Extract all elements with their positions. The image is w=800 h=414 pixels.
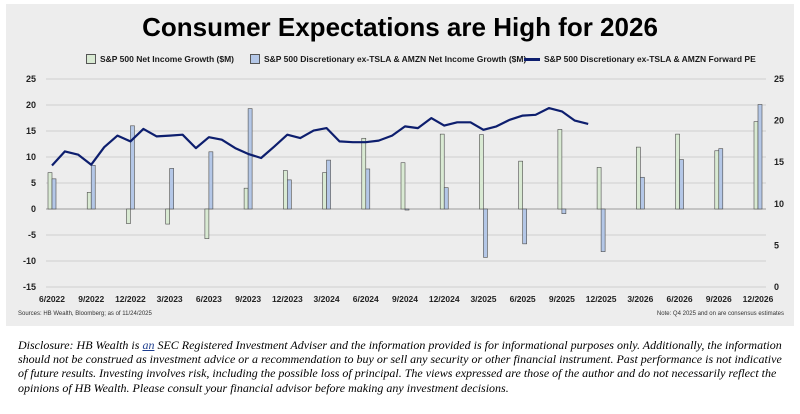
right-axis-tick: 0: [774, 282, 779, 292]
bar-sp500-net-income: [322, 172, 327, 210]
bar-discretionary-net-income: [130, 125, 135, 210]
x-axis-tick: 9/2024: [392, 294, 418, 304]
x-axis-tick: 3/2025: [470, 294, 496, 304]
disclosure-part2: SEC Registered Investment Adviser and th…: [18, 338, 782, 395]
left-axis-tick: 0: [31, 204, 36, 214]
left-axis-tick: 25: [26, 74, 36, 84]
bar-sp500-net-income: [400, 162, 406, 210]
bar-discretionary-net-income: [365, 168, 371, 210]
bar-discretionary-net-income: [404, 208, 410, 211]
x-axis-tick: 12/2024: [429, 294, 460, 304]
disclosure-part1: Disclosure: HB Wealth is: [18, 338, 143, 352]
bar-sp500-net-income: [243, 187, 249, 210]
legend-label: S&P 500 Net Income Growth ($M): [100, 54, 234, 64]
bar-discretionary-net-income: [90, 165, 96, 210]
legend-item-discretionary-net-income: S&P 500 Discretionary ex-TSLA & AMZN Net…: [250, 54, 526, 64]
legend-label: S&P 500 Discretionary ex-TSLA & AMZN For…: [544, 54, 756, 64]
estimate-note: Note: Q4 2025 and on are consensus estim…: [656, 311, 784, 317]
x-axis-tick: 6/2023: [196, 294, 222, 304]
bar-discretionary-net-income: [561, 208, 567, 214]
chart-panel: Consumer Expectations are High for 2026 …: [6, 4, 794, 326]
bar-sp500-net-income: [479, 134, 484, 210]
bar-discretionary-net-income: [679, 159, 684, 210]
bar-discretionary-net-income: [287, 179, 292, 210]
bar-discretionary-net-income: [169, 168, 174, 210]
bar-sp500-net-income: [753, 121, 759, 210]
chart-title: Consumer Expectations are High for 2026: [142, 12, 658, 42]
x-axis-tick: 6/2025: [510, 294, 536, 304]
x-axis-tick: 6/2022: [39, 294, 65, 304]
right-axis-tick: 20: [774, 116, 784, 126]
bar-discretionary-net-income: [600, 208, 606, 252]
x-axis-tick: 3/2026: [627, 294, 653, 304]
bar-sp500-net-income: [165, 208, 170, 225]
x-axis-tick: 9/2026: [706, 294, 732, 304]
legend-swatch-green: [86, 54, 96, 64]
legend-label: S&P 500 Discretionary ex-TSLA & AMZN Net…: [264, 54, 527, 64]
legend-swatch-line: [524, 57, 540, 61]
bar-discretionary-net-income: [483, 208, 488, 258]
bar-discretionary-net-income: [208, 151, 214, 210]
legend-swatch-blue: [250, 54, 260, 64]
bar-discretionary-net-income: [326, 159, 331, 210]
bar-sp500-net-income: [283, 170, 288, 210]
chart-legend: S&P 500 Net Income Growth ($M) S&P 500 D…: [6, 54, 794, 68]
bar-discretionary-net-income: [718, 148, 724, 210]
bar-sp500-net-income: [675, 133, 680, 210]
disclosure-an: an: [142, 338, 155, 352]
bar-sp500-net-income: [204, 208, 210, 239]
bar-discretionary-net-income: [522, 208, 527, 245]
left-axis-tick: 15: [26, 126, 36, 136]
x-axis-tick: 9/2022: [78, 294, 104, 304]
x-axis-tick: 12/2025: [586, 294, 617, 304]
x-axis-tick: 9/2023: [235, 294, 261, 304]
x-axis-tick: 12/2023: [272, 294, 303, 304]
x-axis-tick: 6/2026: [667, 294, 693, 304]
bar-discretionary-net-income: [247, 108, 253, 210]
source-note: Sources: HB Wealth, Bloomberg; as of 11/…: [18, 311, 152, 317]
right-axis-tick: 25: [774, 74, 784, 84]
bar-sp500-net-income: [47, 172, 53, 210]
right-axis-tick: 5: [774, 240, 779, 250]
bar-sp500-net-income: [518, 160, 523, 210]
x-axis-tick: 3/2023: [157, 294, 183, 304]
line-forward-pe: [51, 106, 589, 167]
right-axis-tick: 10: [774, 199, 784, 209]
disclosure-text: Disclosure: HB Wealth is an SEC Register…: [18, 338, 788, 395]
legend-item-sp500-net-income: S&P 500 Net Income Growth ($M): [86, 54, 234, 64]
bar-discretionary-net-income: [757, 104, 763, 210]
chart-plot: 25 20 15 10 5 0 -5 -10 -15 25 20 15 10 5 0 6/2022 9/2022…: [23, 74, 784, 304]
left-axis-tick: -10: [23, 256, 36, 266]
x-axis-tick: 12/2022: [115, 294, 146, 304]
bar-sp500-net-income: [439, 133, 445, 210]
left-axis-tick: -15: [23, 282, 36, 292]
x-axis-tick: 12/2026: [743, 294, 774, 304]
bar-discretionary-net-income: [51, 178, 57, 210]
x-axis-tick: 6/2024: [353, 294, 379, 304]
bar-sp500-net-income: [126, 208, 131, 224]
right-axis-tick: 15: [774, 157, 784, 167]
x-axis-tick: 9/2025: [549, 294, 575, 304]
x-axis-tick: 3/2024: [314, 294, 340, 304]
bar-sp500-net-income: [636, 146, 641, 210]
bar-discretionary-net-income: [443, 187, 449, 210]
legend-item-forward-pe: S&P 500 Discretionary ex-TSLA & AMZN For…: [524, 54, 756, 64]
bar-sp500-net-income: [86, 192, 92, 210]
bar-discretionary-net-income: [640, 176, 645, 210]
bar-sp500-net-income: [557, 129, 563, 210]
left-axis-tick: 5: [31, 178, 36, 188]
bar-sp500-net-income: [714, 150, 720, 210]
bar-sp500-net-income: [361, 137, 367, 210]
left-axis-tick: 20: [26, 100, 36, 110]
bar-sp500-net-income: [596, 167, 602, 210]
left-axis-tick: -5: [28, 230, 36, 240]
left-axis-tick: 10: [26, 152, 36, 162]
